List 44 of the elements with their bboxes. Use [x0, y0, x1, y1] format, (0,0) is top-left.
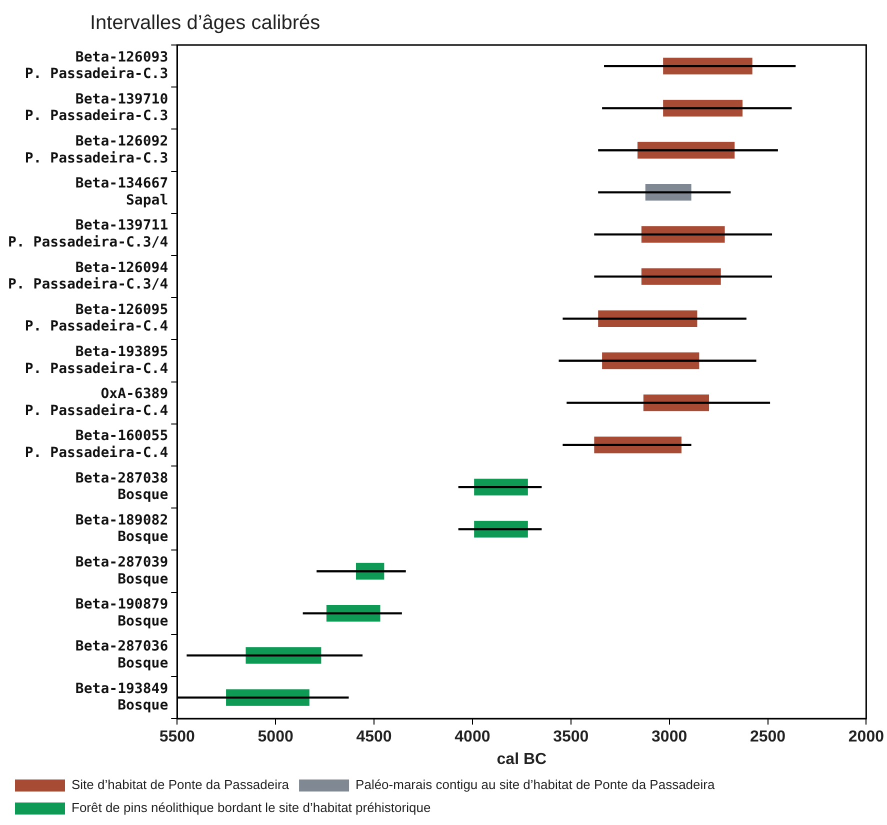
- y-tick-label: Beta-126093 P. Passadeira-C.3: [24, 49, 168, 82]
- bar: [566, 402, 770, 404]
- bar: [562, 318, 746, 320]
- bar: [598, 149, 778, 152]
- bar: [604, 64, 796, 68]
- x-tick-label: 2000: [848, 728, 884, 746]
- x-axis-title: cal BC: [496, 750, 548, 768]
- legend-label: Forêt de pins néolithique bordant le site d’habitat préhistorique: [72, 800, 431, 816]
- y-tick-label: Beta-189082 Bosque: [75, 512, 168, 546]
- y-tick-label: OxA-6389 P. Passadeira-C.4: [24, 386, 168, 419]
- x-tick-label: 5500: [159, 728, 196, 746]
- y-tick-label: Beta-126092 P. Passadeira-C.3: [24, 133, 168, 166]
- x-tick-label: 4500: [356, 728, 392, 746]
- x-tick-label: 3000: [652, 728, 688, 746]
- y-tick-label: Beta-287036 Bosque: [75, 638, 168, 672]
- y-tick-label: Beta-287039 Bosque: [75, 554, 168, 588]
- y-tick-label: Beta-193895 P. Passadeira-C.4: [24, 344, 168, 377]
- y-tick-label: Beta-134667 Sapal: [75, 176, 168, 208]
- x-tick-label: 4000: [454, 728, 490, 746]
- y-tick-label: Beta-139710 P. Passadeira-C.3: [24, 91, 168, 124]
- bar: [186, 654, 363, 657]
- chart-title: Intervalles d’âges calibrés: [90, 12, 320, 35]
- x-tick-label: 5000: [258, 728, 294, 746]
- bar: [602, 107, 792, 110]
- y-tick-label: Beta-126095 P. Passadeira-C.4: [24, 302, 168, 335]
- bar: [558, 360, 756, 362]
- y-tick-label: Beta-193849 Bosque: [75, 680, 168, 714]
- y-tick-label: Beta-287038 Bosque: [75, 470, 168, 504]
- x-tick-label: 2500: [750, 728, 786, 746]
- legend-label: Site d’habitat de Ponte da Passadeira: [72, 777, 290, 792]
- bar: [316, 570, 406, 572]
- x-tick-label: 3500: [553, 728, 589, 746]
- bar: [594, 275, 772, 278]
- bar: [594, 233, 772, 236]
- legend-label: Paléo-marais contigu au site d’habitat de Ponte da Passadeira: [356, 777, 716, 792]
- y-tick-label: Beta-139711 P. Passadeira-C.3/4: [8, 218, 168, 250]
- y-tick-label: Beta-190879 Bosque: [75, 596, 168, 630]
- bar: [302, 612, 402, 614]
- y-tick-label: Beta-160055 P. Passadeira-C.4: [24, 428, 168, 461]
- bar: [458, 486, 542, 488]
- y-tick-label: Beta-126094 P. Passadeira-C.3/4: [8, 260, 168, 293]
- bar: [598, 191, 731, 194]
- bar: [562, 444, 692, 446]
- bar: [458, 528, 542, 530]
